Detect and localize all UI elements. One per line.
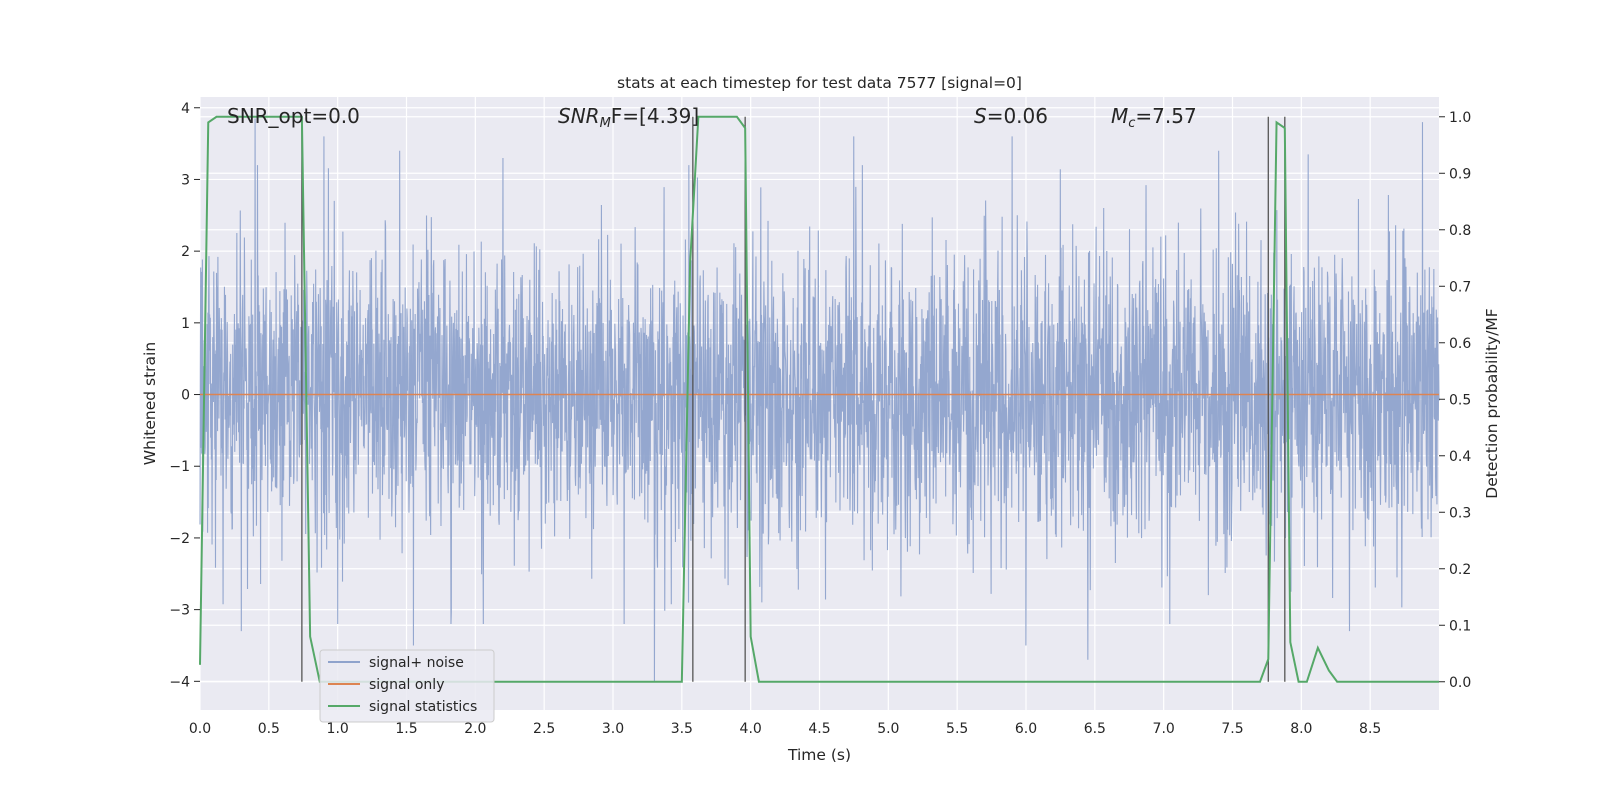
y2-tick-label: 0.1 [1449, 618, 1471, 634]
legend-label-signal-noise: signal+ noise [369, 655, 464, 671]
x-axis-label: Time (s) [787, 746, 851, 764]
annotation-mc-sub: c [1128, 116, 1135, 131]
y-tick-label: 1 [181, 316, 190, 332]
y2-tick-label: 1.0 [1449, 110, 1471, 126]
y-tick-label: −2 [169, 531, 190, 547]
annotation-snr-mf-sub: M [600, 116, 611, 131]
y-tick-label: 2 [181, 244, 190, 260]
x-tick-label: 4.0 [740, 721, 762, 737]
x-tick-label: 1.5 [395, 721, 417, 737]
x-tick-label: 0.5 [258, 721, 280, 737]
annotation-s-rest: =0.06 [987, 104, 1048, 128]
x-tick-label: 4.5 [808, 721, 830, 737]
y2-tick-label: 0.9 [1449, 166, 1471, 182]
x-tick-label: 7.0 [1153, 721, 1175, 737]
y2-tick-label: 0.0 [1449, 675, 1471, 691]
annotation-mc-main: M [1111, 104, 1128, 128]
x-tick-label: 5.5 [946, 721, 968, 737]
y-tick-label: 3 [181, 172, 190, 188]
annotation-s: S=0.06 [974, 104, 1048, 128]
y2-tick-label: 0.2 [1449, 562, 1471, 578]
y2-tick-label: 0.6 [1449, 336, 1471, 352]
annotation-mc-rest: =7.57 [1135, 104, 1196, 128]
y-tick-label: −3 [169, 603, 190, 619]
y2-tick-label: 0.5 [1449, 392, 1471, 408]
x-tick-label: 5.0 [877, 721, 899, 737]
annotation-snr-mf: SNRMF=[4.39] [558, 104, 699, 131]
y2-axis-ticks: 1.0 0.9 0.8 0.7 0.6 0.5 0.4 0.3 0.2 0.1 0.0 [1439, 110, 1471, 691]
x-tick-label: 3.5 [671, 721, 693, 737]
y2-tick-label: 0.3 [1449, 505, 1471, 521]
x-tick-label: 7.5 [1221, 721, 1243, 737]
signal-statistics-line [199, 115, 1439, 683]
signal-noise-line [199, 118, 1440, 682]
annotation-mc: Mc=7.57 [1111, 104, 1197, 131]
x-tick-label: 8.5 [1359, 721, 1381, 737]
annotation-snr-mf-main: SNR [558, 104, 600, 128]
annotation-snr-mf-rest: F=[4.39] [611, 104, 699, 128]
signal-statistics-series [199, 115, 1439, 683]
y-axis-ticks: 4 3 2 1 0 −1 −2 −3 −4 [169, 101, 200, 690]
x-tick-label: 8.0 [1290, 721, 1312, 737]
x-tick-label: 6.5 [1084, 721, 1106, 737]
x-tick-label: 0.0 [189, 721, 211, 737]
y-axis-label: Whitened strain [141, 342, 159, 465]
y2-axis-label: Detection probability/MF [1483, 308, 1501, 499]
legend-label-signal-only: signal only [369, 677, 444, 693]
y2-tick-label: 0.8 [1449, 223, 1471, 239]
annotation-s-italic: S [974, 104, 987, 128]
y2-tick-label: 0.7 [1449, 279, 1471, 295]
y2-tick-label: 0.4 [1449, 449, 1471, 465]
signal-noise-series [199, 118, 1440, 682]
legend: signal+ noise signal only signal statist… [319, 649, 495, 723]
chart-title: stats at each timestep for test data 757… [617, 74, 1022, 92]
x-tick-label: 6.0 [1015, 721, 1037, 737]
x-tick-label: 2.5 [533, 721, 555, 737]
x-axis-ticks: 0.0 0.5 1.0 1.5 2.0 2.5 3.0 3.5 4.0 4.5 5.0 5.5 6.0 6… [189, 721, 1381, 737]
legend-label-signal-statistics: signal statistics [369, 699, 477, 715]
y-tick-label: 4 [181, 101, 190, 117]
x-tick-label: 1.0 [327, 721, 349, 737]
annotation-snr-opt: SNR_opt=0.0 [227, 104, 360, 128]
x-tick-label: 3.0 [602, 721, 624, 737]
y-tick-label: −4 [169, 674, 190, 690]
legend-box [319, 649, 495, 723]
y-tick-label: 0 [181, 388, 190, 404]
x-tick-label: 2.0 [464, 721, 486, 737]
y-tick-label: −1 [169, 459, 190, 475]
